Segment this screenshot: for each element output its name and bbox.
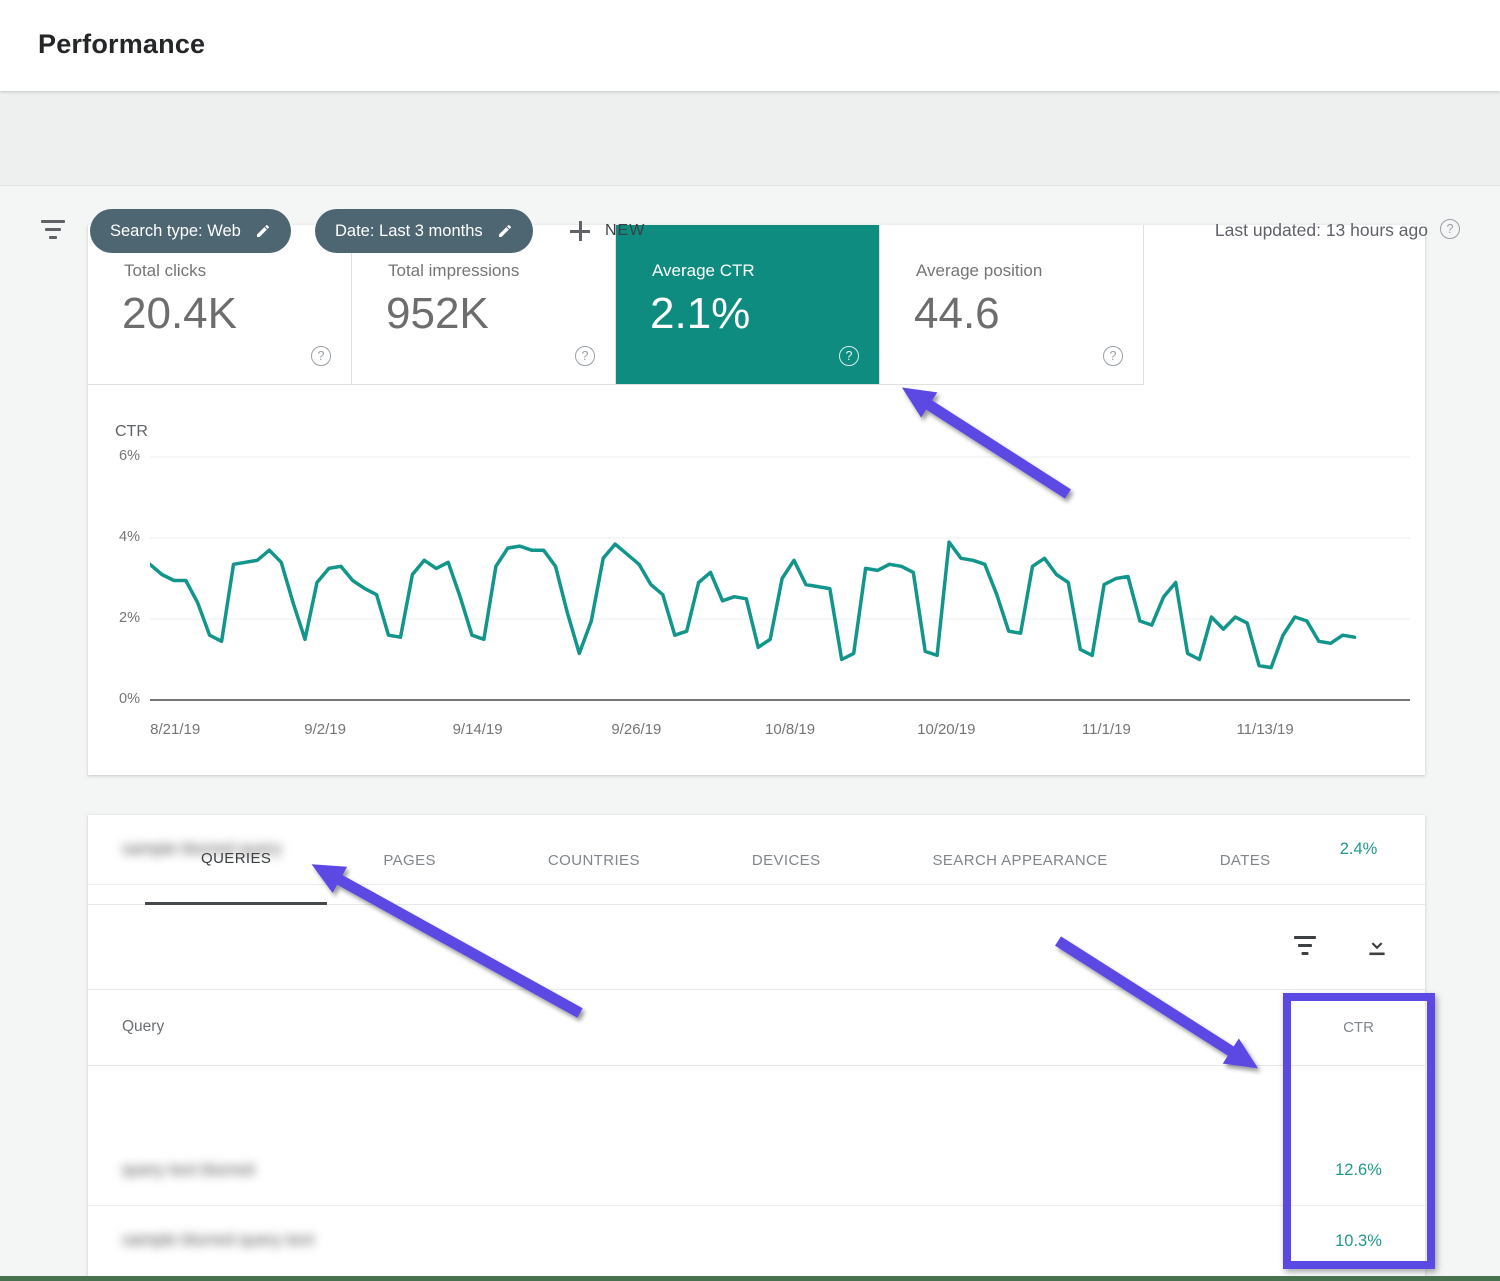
bottom-green-bar (0, 1276, 1500, 1281)
ctr-value: 12.6% (1335, 1161, 1382, 1179)
metric-value: 20.4K (122, 289, 237, 338)
metric-tile-average-position[interactable]: Average position 44.6 (880, 225, 1144, 384)
metric-label: Total impressions (388, 261, 520, 280)
query-cell-blurred: sample blurred query text (122, 1230, 314, 1249)
search-type-chip-label: Search type: Web (110, 221, 241, 240)
y-tick-label: 2% (119, 610, 140, 626)
query-column-header: Query (122, 1018, 165, 1035)
last-updated-text: Last updated: 13 hours ago (1214, 220, 1428, 240)
help-circle-icon[interactable] (1440, 219, 1460, 239)
table-row[interactable]: sample blurred query 2.4% (88, 815, 1425, 885)
plus-icon (570, 221, 590, 241)
x-tick-label: 10/8/19 (765, 721, 816, 738)
edit-pencil-icon (497, 223, 513, 239)
tab-devices[interactable]: DEVICES (751, 851, 821, 869)
metric-value: 952K (386, 289, 489, 338)
x-tick-label: 9/14/19 (452, 721, 503, 738)
performance-chart-card: Total clicks 20.4K Total impressions 952… (88, 225, 1425, 775)
tab-search-appearance[interactable]: SEARCH APPEARANCE (932, 851, 1108, 869)
ctr-value: 2.4% (1339, 840, 1378, 858)
new-button-label: NEW (605, 222, 646, 239)
metric-value: 44.6 (914, 289, 1000, 338)
table-toolbar (88, 905, 1425, 990)
help-circle-icon[interactable] (575, 346, 595, 366)
page-title: Performance (38, 29, 206, 59)
x-tick-label: 9/2/19 (304, 721, 346, 738)
ctr-column-header: CTR (1343, 1019, 1374, 1036)
ctr-value: 10.3% (1335, 1231, 1382, 1250)
table-row[interactable]: sample blurred query text 10.3% (88, 1206, 1425, 1276)
table-row[interactable]: query text blurred 12.6% (88, 1136, 1425, 1206)
search-type-chip[interactable]: Search type: Web (90, 209, 291, 253)
query-cell-blurred: query text blurred (122, 1160, 255, 1179)
date-chip-label: Date: Last 3 months (335, 221, 483, 240)
x-tick-label: 11/13/19 (1236, 721, 1294, 738)
y-tick-label: 4% (119, 529, 140, 545)
metric-value: 2.1% (650, 289, 751, 338)
filter-list-icon[interactable] (40, 220, 66, 242)
date-filter-chip[interactable]: Date: Last 3 months (315, 209, 533, 253)
edit-pencil-icon (255, 223, 271, 239)
metric-label: Average position (916, 261, 1043, 280)
metric-tile-total-impressions[interactable]: Total impressions 952K (352, 225, 616, 384)
toolbar: Search type: Web Date: Last 3 months NEW… (0, 91, 1500, 253)
metric-tile-average-ctr[interactable]: Average CTR 2.1% (616, 225, 880, 384)
table-header-row: Query CTR (88, 990, 1425, 1066)
ctr-line-chart: CTR 6% 4% 2% 0% 8/21/19 9/2/19 9/14/19 9/26/19 1… (88, 385, 1425, 775)
metric-label: Average CTR (652, 261, 755, 280)
y-tick-label: 6% (119, 448, 140, 464)
table-filter-icon[interactable] (1292, 936, 1318, 958)
dimension-tabs: QUERIES PAGES COUNTRIES DEVICES SEARCH A… (88, 815, 1425, 905)
new-filter-button[interactable]: NEW (570, 209, 645, 253)
x-tick-label: 8/21/19 (150, 721, 201, 738)
x-tick-label: 11/1/19 (1081, 721, 1131, 738)
metric-label: Total clicks (124, 261, 207, 280)
help-circle-icon[interactable] (839, 346, 859, 366)
chart-plot-area[interactable] (150, 455, 1410, 705)
tab-queries[interactable]: QUERIES (145, 815, 328, 905)
ctr-series-line (150, 540, 1357, 670)
tab-dates[interactable]: DATES (1219, 851, 1271, 869)
help-circle-icon[interactable] (1103, 346, 1123, 366)
tab-pages[interactable]: PAGES (383, 851, 436, 869)
y-tick-label: 0% (119, 691, 140, 707)
app-header: Performance (0, 0, 1500, 91)
query-cell-blurred: sample blurred query (122, 839, 282, 858)
x-tick-label: 10/20/19 (917, 721, 976, 738)
metric-tile-total-clicks[interactable]: Total clicks 20.4K (88, 225, 352, 384)
chart-y-axis-title: CTR (115, 423, 148, 440)
x-tick-label: 9/26/19 (611, 721, 662, 738)
help-circle-icon[interactable] (311, 346, 331, 366)
metric-tiles: Total clicks 20.4K Total impressions 952… (88, 225, 1144, 385)
tab-countries[interactable]: COUNTRIES (547, 851, 640, 869)
download-icon[interactable] (1364, 933, 1390, 959)
dimensions-table-card: QUERIES PAGES COUNTRIES DEVICES SEARCH A… (88, 815, 1425, 1276)
